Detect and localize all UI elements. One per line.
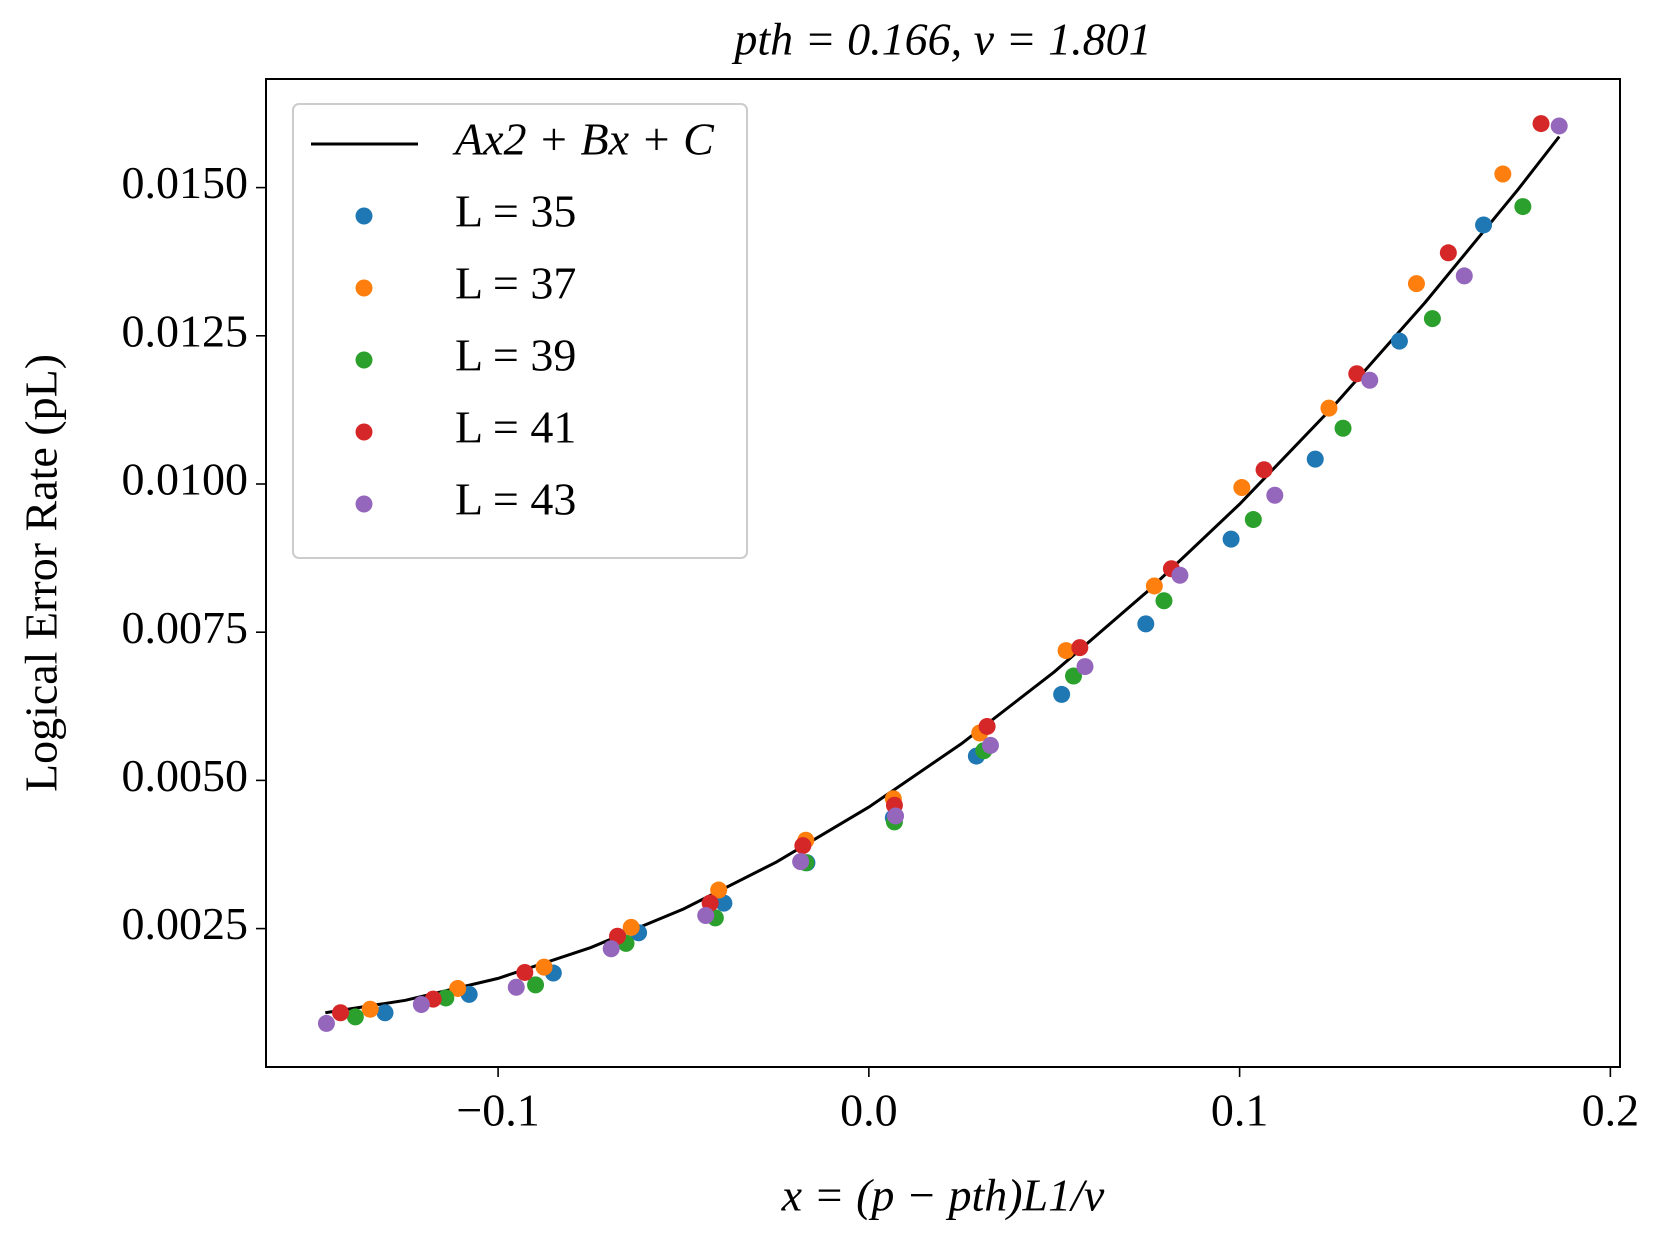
legend-label: L = 41: [455, 402, 576, 453]
scatter-point: [1334, 419, 1352, 437]
legend-marker: [355, 495, 373, 513]
scatter-point: [1057, 642, 1075, 660]
scatter-point: [317, 1014, 335, 1032]
scatter-point: [697, 907, 715, 925]
scatter-point: [1475, 216, 1493, 234]
x-tick-label: 0.2: [1582, 1085, 1640, 1136]
plot-frame: [265, 78, 1621, 1068]
scatter-point: [1361, 371, 1379, 389]
legend-label: L = 39: [455, 330, 576, 381]
scatter-point: [1306, 450, 1324, 468]
scatter-point: [1145, 577, 1163, 595]
scatter-point: [978, 717, 996, 735]
y-axis-label: Logical Error Rate (pL): [16, 354, 67, 792]
y-tick-label: 0.0100: [122, 454, 249, 505]
x-tick-label: −0.1: [456, 1085, 539, 1136]
scatter-point: [1532, 115, 1550, 133]
scatter-point: [1494, 165, 1512, 183]
scatter-point: [887, 807, 905, 825]
scatter-point: [535, 958, 553, 976]
chart-title: pth = 0.166, ν = 1.801: [731, 14, 1151, 65]
scatter-point: [1348, 365, 1366, 383]
x-tick-label: 0.1: [1211, 1085, 1269, 1136]
scatter-point: [516, 963, 534, 981]
scatter-point: [1065, 667, 1083, 685]
legend-label: L = 35: [455, 186, 576, 237]
scatter-point: [1233, 479, 1251, 497]
x-axis-label: x = (p − pth)L1/ν: [781, 1170, 1105, 1221]
scatter-point: [981, 736, 999, 754]
scatter-point: [1071, 639, 1089, 657]
scatter-point: [622, 918, 640, 936]
scatter-point: [1407, 275, 1425, 293]
scatter-point: [507, 978, 525, 996]
scatter-point: [710, 881, 728, 899]
y-tick-label: 0.0075: [122, 602, 249, 653]
legend-marker: [355, 279, 373, 297]
scatter-point: [437, 989, 455, 1007]
scatter-point: [1550, 117, 1568, 135]
scatter-point: [1390, 332, 1408, 350]
y-tick-label: 0.0025: [122, 898, 249, 949]
scatter-point: [412, 995, 430, 1013]
scatter-point: [1514, 198, 1532, 216]
legend-label: L = 43: [455, 474, 576, 525]
scatter-point: [1137, 615, 1155, 633]
scatter-point: [1266, 486, 1284, 504]
scatter-point: [1053, 685, 1071, 703]
legend-marker: [355, 207, 373, 225]
scatter-point: [602, 940, 620, 958]
scatter-point: [449, 979, 467, 997]
scatter-point: [376, 1004, 394, 1022]
scatter-point: [1423, 310, 1441, 328]
scatter-point: [1455, 267, 1473, 285]
scatter-point: [1244, 511, 1262, 529]
y-tick-label: 0.0125: [122, 305, 249, 356]
scatter-point: [332, 1004, 350, 1022]
scatter-point: [527, 976, 545, 994]
y-tick-label: 0.0050: [122, 750, 249, 801]
scatter-point: [346, 1008, 364, 1026]
scatter-point: [1255, 461, 1273, 479]
scatter-point: [1076, 658, 1094, 676]
legend-label: Ax2 + Bx + C: [452, 114, 715, 165]
scatter-point: [715, 894, 733, 912]
legend-marker: [355, 423, 373, 441]
x-tick-label: 0.0: [840, 1085, 898, 1136]
y-tick-label: 0.0150: [122, 157, 249, 208]
scatter-point: [792, 853, 810, 871]
legend-label: L = 37: [455, 258, 576, 309]
scatter-point: [1439, 244, 1457, 262]
legend-marker: [355, 351, 373, 369]
scatter-point: [361, 1000, 379, 1018]
scatter-point: [1222, 530, 1240, 548]
legend-box: [292, 103, 748, 559]
scatter-point: [794, 837, 812, 855]
scatter-point: [1155, 592, 1173, 610]
scatter-point: [1171, 566, 1189, 584]
scatter-point: [1320, 399, 1338, 417]
